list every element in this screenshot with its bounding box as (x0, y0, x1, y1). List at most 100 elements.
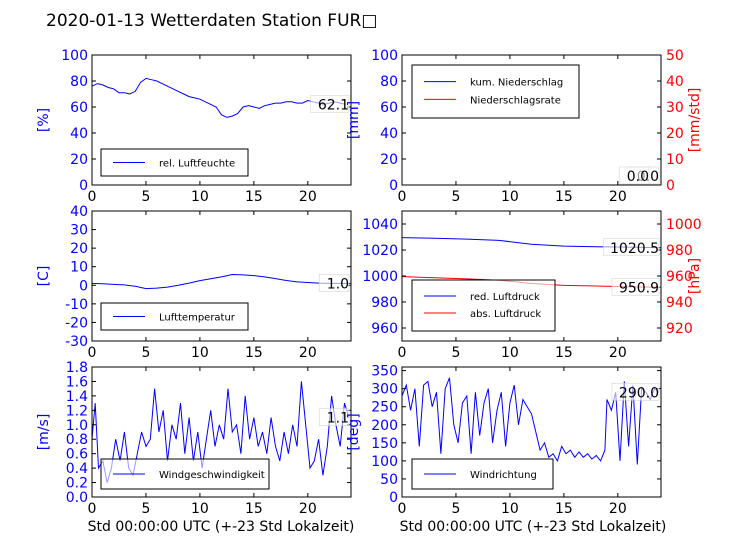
panel-humidity: 0 5 10 15 20 0 20 40 60 80 100 [%] rel. Luftfeuchte 6… (36, 48, 352, 205)
panel-windspeed: 0 5 10 15 20 0.00.20.40.60.81.01.21.41.61.8 [m… (36, 360, 352, 517)
x-tick-label: 20 (299, 345, 317, 361)
x-tick-label: 20 (609, 345, 627, 361)
y-tick-label: 100 (371, 454, 398, 470)
plot-frame-precip (401, 54, 662, 186)
legend-entry: abs. Luftdruck (470, 309, 541, 320)
x-tick-label: 15 (245, 189, 263, 205)
x-tick-label: 15 (555, 345, 573, 361)
x-tick-label: 20 (609, 501, 627, 517)
legend-entry: red. Luftdruck (470, 292, 540, 303)
y-tick-label: 40 (380, 126, 398, 142)
y-tick-label: 40 (70, 204, 88, 220)
y-right-tick-label: 940 (666, 295, 693, 311)
legend-box-precip (411, 64, 580, 119)
current-value-left: 290.0 (619, 385, 659, 401)
y-tick-label: 1020 (362, 243, 398, 259)
legend-entry: rel. Luftfeuchte (159, 159, 235, 170)
current-value-box-right (611, 278, 660, 296)
y-tick-label: 300 (371, 382, 398, 398)
y-tick-label: 80 (380, 74, 398, 90)
x-tick-label: 15 (555, 189, 573, 205)
current-value-left: 1.0 (327, 276, 349, 292)
x-tick-label: 15 (555, 501, 573, 517)
y-tick-label: 0 (389, 178, 398, 194)
y-tick-label: -10 (65, 297, 88, 313)
x-tick-label: 20 (299, 501, 317, 517)
x-axis-label-left: Std 00:00:00 UTC (+-23 Std Lokalzeit) (88, 519, 355, 535)
x-tick-label: 0 (398, 189, 407, 205)
y-tick-label: 100 (371, 48, 398, 64)
y-axis-label: [m/s] (36, 414, 52, 451)
y-right-tick-label: 960 (666, 269, 693, 285)
x-tick-label: 5 (451, 189, 460, 205)
y-tick-label: 0 (79, 278, 88, 294)
y-tick-label: 1.8 (66, 360, 88, 376)
series-line-temperature-0 (92, 273, 351, 290)
x-tick-label: 10 (501, 501, 519, 517)
current-value-left: 1.1 (327, 411, 349, 427)
current-value-box (310, 95, 350, 113)
legend-box-temperature (100, 302, 249, 331)
x-tick-label: 10 (191, 501, 209, 517)
legend-entry: Lufttemperatur (159, 313, 236, 324)
current-value-box (611, 383, 660, 401)
y-tick-label: 250 (371, 400, 398, 416)
y-right-tick-label: 30 (666, 100, 684, 116)
x-tick-label: 0 (398, 345, 407, 361)
x-tick-label: 10 (501, 189, 519, 205)
x-tick-label: 20 (299, 189, 317, 205)
y-tick-label: 0.2 (66, 476, 88, 492)
y-right-tick-label: 20 (666, 126, 684, 142)
current-value-box (603, 238, 660, 257)
x-tick-label: 0 (88, 501, 97, 517)
x-tick-label: 5 (141, 345, 150, 361)
y-tick-label: 1.0 (66, 418, 88, 434)
y-right-tick-label: 40 (666, 74, 684, 90)
plot-frame-temperature (91, 210, 352, 342)
figure-title: 2020-01-13 Wetterdaten Station FUR□ (46, 11, 377, 31)
x-tick-label: 15 (245, 345, 263, 361)
y-axis-label: [deg] (346, 413, 362, 450)
x-tick-label: 10 (191, 345, 209, 361)
x-tick-label: 5 (141, 189, 150, 205)
y-tick-label: 0 (389, 490, 398, 506)
legend-entry: Windrichtung (470, 470, 537, 481)
x-tick-label: 5 (451, 501, 460, 517)
y-right-tick-label: 10 (666, 152, 684, 168)
y-tick-label: 30 (70, 223, 88, 239)
plot-frame-winddir (401, 366, 662, 498)
panel-pressure: 0 5 10 15 20 960 980 1000 1020 1040 920 940 960 980 10… (362, 210, 703, 361)
y-axis-label: [C] (36, 266, 52, 287)
y-axis-label-right: [hPa] (687, 258, 703, 294)
x-tick-label: 0 (88, 189, 97, 205)
y-tick-label: 1040 (362, 217, 398, 233)
legend-entry: kum. Niederschlag (470, 78, 563, 89)
y-right-tick-label: 920 (666, 321, 693, 337)
y-tick-label: 200 (371, 418, 398, 434)
current-value-left: 62.1 (318, 97, 349, 113)
y-axis-label: [mm] (346, 101, 362, 139)
legend-entry: Windgeschwindigkeit (159, 470, 265, 481)
y-tick-label: 960 (371, 321, 398, 337)
x-tick-label: 20 (609, 189, 627, 205)
y-tick-label: 350 (371, 364, 398, 380)
current-value-box (318, 408, 350, 426)
y-tick-label: 20 (70, 152, 88, 168)
y-tick-label: 20 (70, 241, 88, 257)
current-value-right: 0.0 (627, 169, 649, 185)
legend-box-windspeed (100, 458, 270, 490)
y-tick-label: 1.2 (66, 403, 88, 419)
y-tick-label: 40 (70, 126, 88, 142)
y-right-tick-label: 0 (666, 178, 675, 194)
y-tick-label: 1000 (362, 269, 398, 285)
y-tick-label: 0.6 (66, 447, 88, 463)
y-tick-label: 20 (380, 152, 398, 168)
y-tick-label: 10 (70, 260, 88, 276)
x-tick-label: 10 (501, 345, 519, 361)
current-value-box (318, 274, 350, 292)
panel-temperature: 0 5 10 15 20 -30 -20 -10 0 10 20 30 40 [C] Lufttempera… (36, 204, 352, 361)
x-axis-label-right: Std 00:00:00 UTC (+-23 Std Lokalzeit) (400, 519, 667, 535)
y-axis-label-right: [mm/std] (687, 88, 703, 153)
y-tick-label: 60 (380, 100, 398, 116)
